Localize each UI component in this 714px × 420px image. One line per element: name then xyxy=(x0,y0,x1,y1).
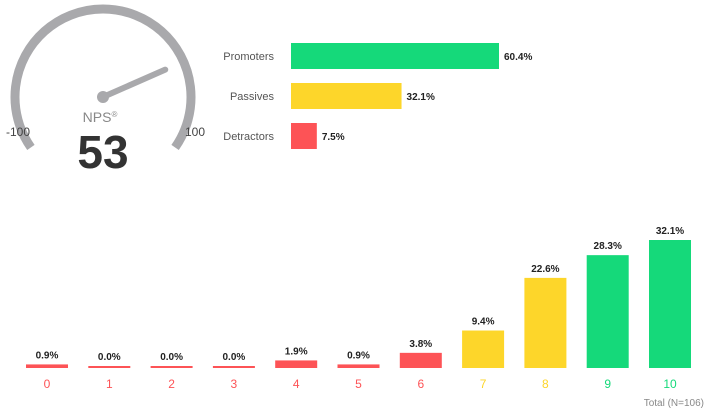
summary-value-promoters: 60.4% xyxy=(504,52,532,63)
score-value-0: 0.9% xyxy=(36,350,59,361)
nps-score: 53 xyxy=(77,126,128,178)
summary-value-passives: 32.1% xyxy=(407,92,435,103)
score-tick-5: 5 xyxy=(355,377,362,391)
score-bar-4 xyxy=(275,360,318,368)
score-bar-3 xyxy=(212,366,255,368)
nps-summary-chart: Promoters 60.4% Passives 32.1% Detractors 7.5… xyxy=(223,43,532,149)
gauge-label-mark: ® xyxy=(111,110,117,119)
score-value-10: 32.1% xyxy=(656,226,684,237)
score-tick-7: 7 xyxy=(480,377,487,391)
score-bar-10 xyxy=(649,240,691,368)
score-bar-1 xyxy=(88,366,131,368)
score-value-2: 0.0% xyxy=(160,352,183,363)
score-distribution-chart: 0.9% 0 0.0% 1 0.0% 2 0.0% 3 1.9% 4 0.9% 5 3.8% 6 9.4% 7… xyxy=(26,226,691,391)
summary-bar-promoters xyxy=(291,43,499,69)
score-bar-5 xyxy=(337,364,380,368)
score-tick-0: 0 xyxy=(44,377,51,391)
score-value-8: 22.6% xyxy=(531,264,559,275)
score-value-3: 0.0% xyxy=(223,352,246,363)
score-value-7: 9.4% xyxy=(472,317,495,328)
score-value-9: 28.3% xyxy=(594,241,622,252)
gauge-label-text: NPS xyxy=(83,109,112,125)
gauge-needle-hub xyxy=(97,91,109,103)
gauge-max-label: 100 xyxy=(185,125,205,139)
score-tick-3: 3 xyxy=(231,377,238,391)
summary-label-promoters: Promoters xyxy=(223,51,274,63)
summary-label-detractors: Detractors xyxy=(223,131,274,143)
score-tick-1: 1 xyxy=(106,377,113,391)
gauge-arc xyxy=(10,4,196,151)
summary-bar-passives xyxy=(291,83,402,109)
score-tick-4: 4 xyxy=(293,377,300,391)
score-tick-2: 2 xyxy=(168,377,175,391)
score-bar-7 xyxy=(462,330,505,368)
score-bar-0 xyxy=(26,364,68,368)
total-respondents: Total (N=106) xyxy=(643,398,704,409)
score-tick-6: 6 xyxy=(417,377,424,391)
gauge-label: NPS® xyxy=(83,109,118,125)
gauge-min-label: -100 xyxy=(6,125,30,139)
summary-label-passives: Passives xyxy=(230,91,275,103)
score-tick-8: 8 xyxy=(542,377,549,391)
score-bar-9 xyxy=(586,255,629,368)
summary-bar-detractors xyxy=(291,123,317,149)
score-tick-9: 9 xyxy=(604,377,611,391)
score-value-4: 1.9% xyxy=(285,346,308,357)
score-tick-10: 10 xyxy=(663,377,677,391)
score-bar-2 xyxy=(150,366,193,368)
score-bar-8 xyxy=(524,277,567,368)
summary-value-detractors: 7.5% xyxy=(322,132,345,143)
score-value-6: 3.8% xyxy=(409,339,432,350)
gauge-needle xyxy=(100,66,169,100)
score-bar-6 xyxy=(399,352,442,368)
nps-gauge: NPS® 53 -100 100 xyxy=(6,4,205,178)
score-value-1: 0.0% xyxy=(98,352,121,363)
score-value-5: 0.9% xyxy=(347,350,370,361)
